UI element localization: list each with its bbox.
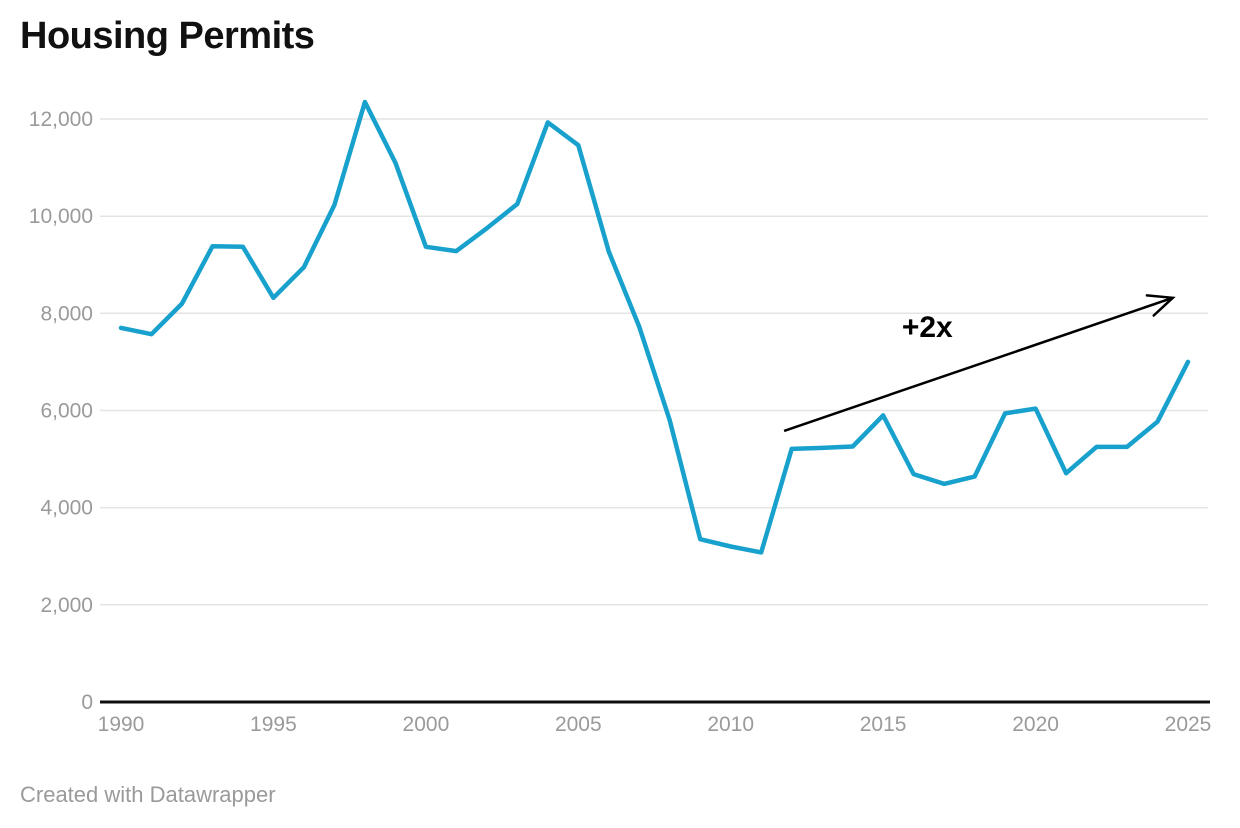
x-tick-label: 2020	[1012, 713, 1059, 736]
trend-arrow-head	[1145, 294, 1176, 317]
attribution-text: Created with Datawrapper	[20, 782, 276, 807]
x-tick-label: 1995	[250, 713, 297, 736]
x-tick-label: 2010	[707, 713, 754, 736]
y-tick-label: 2,000	[40, 594, 93, 617]
housing-permits-series-line	[118, 99, 1191, 555]
x-tick-label: 2015	[860, 713, 907, 736]
x-tick-label: 2025	[1165, 713, 1212, 736]
trend-arrow-shaft	[783, 296, 1174, 433]
y-tick-label: 12,000	[29, 108, 93, 131]
x-tick-label: 2005	[555, 713, 602, 736]
x-tick-label: 2000	[403, 713, 450, 736]
y-tick-label: 4,000	[40, 497, 93, 520]
y-tick-label: 8,000	[40, 302, 93, 325]
y-tick-label: 0	[81, 691, 93, 714]
annotation-label: +2x	[902, 311, 953, 344]
y-tick-label: 6,000	[40, 400, 93, 423]
y-tick-label: 10,000	[29, 205, 93, 228]
chart-title: Housing Permits	[20, 15, 315, 57]
x-tick-label: 1990	[98, 713, 145, 736]
